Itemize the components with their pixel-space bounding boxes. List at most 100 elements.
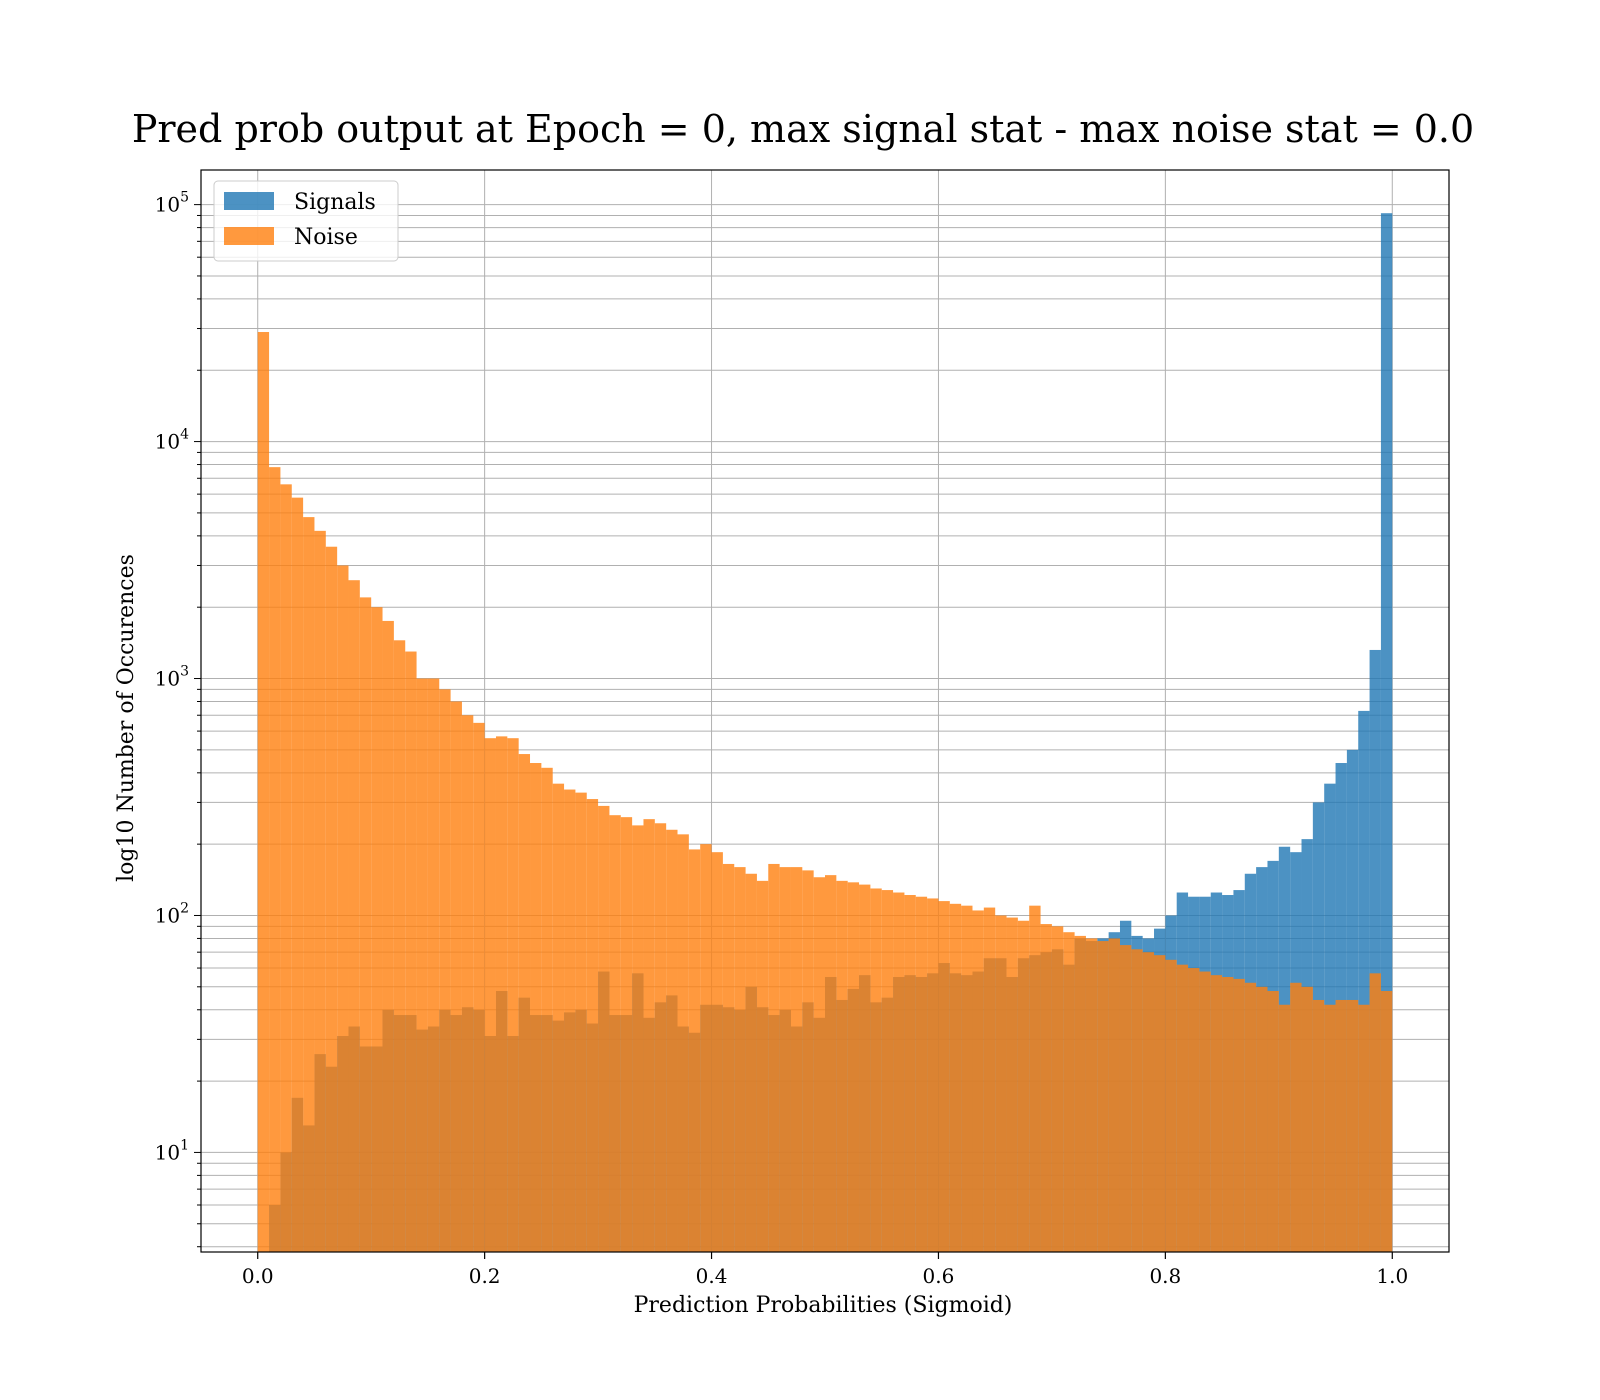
plot-area: [200, 169, 1450, 1253]
bar-noise: [1301, 986, 1313, 1252]
bar-noise: [359, 597, 372, 1252]
bar-noise: [303, 517, 315, 1252]
bar-noise: [893, 892, 905, 1252]
bar-noise: [927, 898, 939, 1252]
bar-noise: [734, 867, 746, 1252]
bar-noise: [620, 817, 633, 1252]
bar-noise: [1380, 991, 1393, 1252]
bar-noise: [859, 884, 871, 1252]
bar-noise: [836, 880, 848, 1252]
bar-noise: [1017, 920, 1030, 1252]
bar-noise: [416, 678, 428, 1252]
bar-noise: [881, 890, 894, 1252]
bar-noise: [1267, 991, 1279, 1252]
bar-noise: [745, 873, 757, 1252]
bar-signals: [1369, 649, 1381, 1252]
bar-noise: [700, 844, 712, 1252]
bar-noise: [461, 715, 474, 1252]
y-tick-label: 102: [155, 900, 189, 927]
bar-noise: [802, 870, 814, 1252]
bar-noise: [1256, 986, 1268, 1252]
bar-noise: [972, 910, 984, 1252]
bar-noise: [813, 877, 825, 1252]
bar-noise: [632, 825, 644, 1252]
bar-noise: [518, 754, 531, 1252]
x-axis-label: Prediction Probabilities (Sigmoid): [634, 1293, 1013, 1318]
bar-noise: [530, 763, 542, 1252]
x-tick-label: 0.6: [923, 1264, 955, 1288]
bar-noise: [1222, 976, 1234, 1252]
bar-signals: [1358, 710, 1370, 1252]
bar-noise: [586, 799, 599, 1252]
bar-noise: [1119, 945, 1132, 1252]
bar-noise: [666, 829, 678, 1252]
bar-noise: [756, 880, 769, 1252]
y-axis-label: log10 Number of Occurences: [114, 554, 139, 882]
bar-noise: [1063, 932, 1075, 1252]
bar-noise: [427, 678, 440, 1252]
bar-noise: [257, 332, 270, 1253]
bar-noise: [1335, 999, 1347, 1252]
bar-noise: [1312, 999, 1325, 1252]
bar-noise: [1210, 975, 1223, 1252]
legend: Signals Noise: [213, 180, 399, 262]
x-axis: 0.0 0.2 0.4 0.6 0.8 1.0: [242, 1252, 1408, 1288]
bar-noise: [1244, 982, 1257, 1252]
bar-noise: [1097, 941, 1109, 1252]
bar-noise: [609, 815, 621, 1252]
y-tick-label: 101: [155, 1137, 189, 1164]
bar-noise: [269, 467, 281, 1252]
bar-noise: [1029, 905, 1041, 1252]
histogram-bars: [257, 213, 1393, 1253]
chart-title: Pred prob output at Epoch = 0, max signa…: [132, 107, 1474, 151]
bar-noise: [1006, 917, 1018, 1252]
x-tick-label: 1.0: [1376, 1264, 1408, 1288]
bar-noise: [541, 767, 553, 1252]
legend-label-signals: Signals: [294, 190, 376, 215]
bar-noise: [995, 915, 1007, 1252]
y-tick-label: 105: [155, 190, 189, 217]
bar-noise: [1346, 999, 1359, 1252]
bar-noise: [961, 905, 973, 1252]
bar-noise: [393, 640, 406, 1252]
bar-noise: [983, 907, 996, 1252]
bar-noise: [1233, 978, 1245, 1252]
bar-noise: [1074, 935, 1086, 1252]
bar-noise: [507, 738, 519, 1252]
bar-noise: [904, 895, 916, 1252]
bar-noise: [722, 863, 735, 1252]
bar-noise: [1369, 973, 1381, 1252]
legend-swatch-noise: [224, 227, 274, 245]
bar-noise: [1199, 971, 1211, 1252]
bar-noise: [473, 722, 485, 1252]
x-tick-label: 0.4: [696, 1264, 728, 1288]
bar-noise: [825, 875, 837, 1252]
bar-noise: [1085, 938, 1098, 1252]
bar-noise: [325, 546, 338, 1252]
bar-noise: [654, 823, 667, 1252]
x-tick-label: 0.2: [469, 1264, 501, 1288]
bar-noise: [575, 792, 587, 1252]
bar-noise: [779, 867, 791, 1252]
y-axis: 101 102 103 104 105: [155, 190, 201, 1248]
bar-noise: [564, 789, 576, 1252]
y-tick-label: 103: [155, 664, 189, 691]
bar-noise: [949, 903, 962, 1252]
bar-noise: [1278, 1004, 1291, 1252]
bar-noise: [1324, 1004, 1336, 1252]
y-tick-label: 104: [155, 427, 189, 454]
bar-noise: [677, 834, 689, 1252]
bar-noise: [1142, 952, 1155, 1252]
bar-noise: [1165, 959, 1177, 1252]
bar-noise: [790, 867, 803, 1252]
bar-noise: [1154, 955, 1166, 1252]
bar-noise: [598, 805, 610, 1252]
bar-noise: [1051, 926, 1064, 1252]
bar-noise: [1188, 968, 1200, 1252]
bar-noise: [371, 607, 383, 1252]
bar-noise: [847, 882, 860, 1252]
bar-noise: [348, 580, 360, 1252]
bar-noise: [870, 888, 882, 1252]
bar-noise: [1290, 982, 1302, 1252]
